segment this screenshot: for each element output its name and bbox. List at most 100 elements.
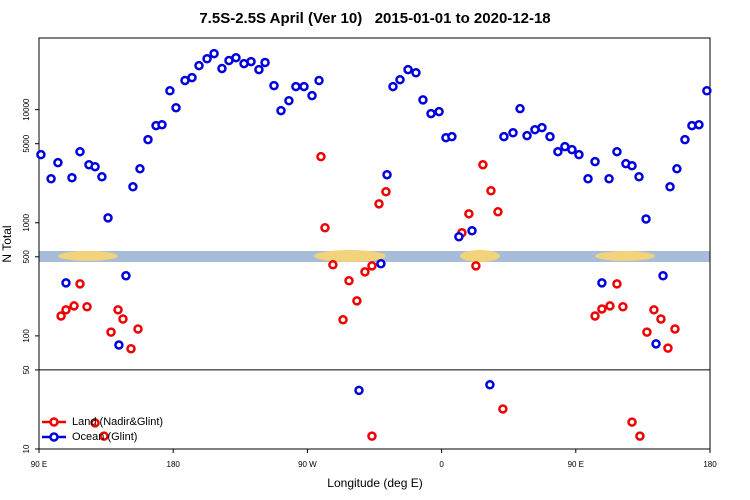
- point: [67, 173, 77, 183]
- point: [307, 90, 317, 101]
- point: [382, 169, 392, 180]
- chart-title: 7.5S-2.5S April (Ver 10) 2015-01-01 to 2…: [199, 10, 550, 27]
- point: [367, 431, 377, 441]
- y-axis-label: N Total: [0, 225, 14, 262]
- point: [508, 127, 518, 138]
- point: [118, 314, 128, 324]
- point: [447, 131, 457, 142]
- point: [69, 301, 79, 311]
- point: [388, 81, 398, 92]
- point: [635, 431, 645, 441]
- point: [246, 56, 256, 67]
- point: [694, 119, 704, 130]
- point: [680, 134, 690, 145]
- point: [672, 164, 682, 174]
- x-tick-label: 180: [703, 460, 717, 469]
- point: [553, 146, 563, 157]
- point: [143, 134, 153, 145]
- point: [376, 259, 386, 269]
- point: [75, 146, 85, 157]
- point: [194, 60, 204, 71]
- point: [99, 431, 109, 441]
- point: [418, 95, 428, 105]
- point: [434, 106, 444, 117]
- point: [411, 67, 421, 78]
- point: [61, 305, 71, 315]
- point: [135, 164, 145, 174]
- point: [663, 343, 673, 353]
- point: [113, 305, 123, 315]
- point: [537, 122, 547, 133]
- point: [171, 102, 181, 113]
- point: [403, 64, 413, 75]
- point: [656, 314, 666, 324]
- point: [338, 314, 348, 325]
- point: [314, 75, 324, 86]
- point: [291, 81, 301, 92]
- point: [328, 260, 338, 270]
- point: [665, 182, 675, 192]
- point: [627, 417, 637, 427]
- legend-marker: [49, 417, 59, 427]
- point: [454, 232, 464, 242]
- map-strip: [39, 250, 710, 262]
- point: [231, 52, 241, 63]
- point: [36, 149, 46, 160]
- point: [53, 157, 63, 168]
- point: [426, 108, 436, 119]
- point: [82, 301, 92, 312]
- point: [254, 64, 264, 75]
- point: [157, 119, 167, 130]
- point: [590, 156, 600, 167]
- y-tick-label: 5000: [22, 134, 31, 152]
- point: [597, 278, 607, 288]
- point: [583, 173, 593, 184]
- legend-label: Ocean (Glint): [72, 431, 137, 443]
- point: [269, 80, 279, 91]
- plot-frame: [38, 37, 711, 450]
- point: [590, 311, 600, 321]
- point: [46, 173, 56, 184]
- point: [567, 144, 577, 155]
- point: [90, 418, 100, 428]
- point: [485, 379, 495, 390]
- point: [642, 327, 652, 337]
- point: [217, 63, 227, 74]
- point: [374, 199, 384, 209]
- point: [352, 296, 362, 306]
- point: [133, 324, 143, 334]
- point: [354, 385, 364, 396]
- point: [284, 95, 294, 106]
- point: [702, 85, 712, 96]
- point: [597, 304, 607, 314]
- point: [574, 149, 584, 160]
- point: [471, 261, 481, 271]
- point: [61, 278, 71, 288]
- point: [56, 311, 66, 321]
- point: [299, 81, 309, 92]
- point: [522, 130, 532, 141]
- point: [649, 305, 659, 315]
- point: [545, 131, 555, 142]
- point: [670, 324, 680, 334]
- point: [612, 279, 622, 289]
- point: [493, 207, 503, 217]
- y-tick-label: 50: [22, 365, 31, 374]
- y-tick-label: 100: [22, 329, 31, 343]
- point: [395, 74, 405, 85]
- point: [103, 213, 113, 223]
- legend-label: Land (Nadir&Glint): [72, 416, 163, 428]
- point: [467, 226, 477, 236]
- point: [634, 172, 644, 182]
- x-axis-label: Longitude (deg E): [327, 476, 422, 490]
- legend-marker: [49, 432, 59, 442]
- x-tick-label: 90 E: [568, 460, 584, 469]
- point: [478, 159, 488, 170]
- point: [121, 271, 131, 281]
- point: [651, 339, 661, 349]
- point: [499, 131, 509, 142]
- x-tick-label: 90 W: [298, 460, 317, 469]
- y-tick-label: 500: [22, 250, 31, 264]
- point: [486, 185, 496, 196]
